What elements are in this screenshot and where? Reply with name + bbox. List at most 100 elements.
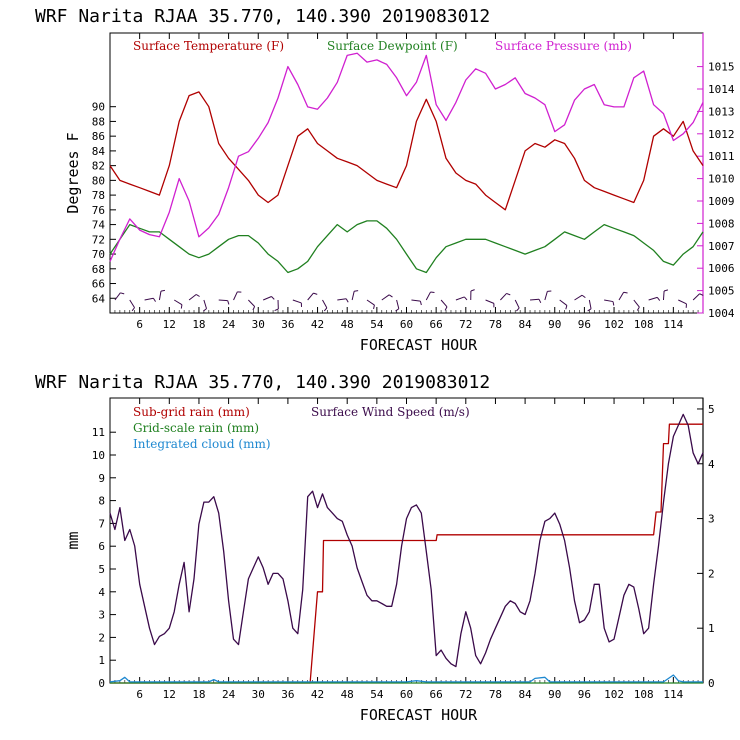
y2-tick-label: 1	[708, 622, 715, 635]
wind-barb-shaft	[351, 291, 355, 301]
wind-barb-shaft	[218, 299, 228, 302]
wind-barb-flag	[388, 294, 393, 298]
wind-barb-shaft	[173, 299, 183, 306]
wind-barb-flag	[313, 292, 318, 295]
wind-barb-flag	[663, 289, 669, 292]
wind-barb-shaft	[158, 291, 162, 301]
x-tick-label: 12	[163, 318, 176, 331]
wind-barb-flag	[444, 306, 448, 311]
y2-tick-label: 5	[708, 403, 715, 416]
y-tick-label: 68	[92, 263, 105, 276]
x-tick-label: 90	[548, 318, 561, 331]
wind-barb-shaft	[188, 294, 197, 301]
wind-barb-flag	[699, 293, 704, 296]
x-tick-label: 108	[634, 318, 654, 331]
wind-barb-shaft	[248, 299, 255, 307]
chart-panel-1: WRF Narita RJAA 35.770, 140.390 20190830…	[35, 6, 735, 354]
wind-barb-flag	[565, 305, 568, 310]
wind-barb-shaft	[648, 296, 658, 301]
x-tick-label: 78	[489, 318, 502, 331]
x-tick-label: 66	[430, 318, 443, 331]
wind-barb-flag	[419, 300, 422, 306]
wind-barb-shaft	[307, 292, 314, 301]
y-tick-label: 9	[98, 472, 105, 485]
y2-tick-label: 1009	[708, 195, 735, 208]
x-tick-label: 42	[311, 688, 324, 701]
y2-tick-label: 1008	[708, 217, 735, 230]
wind-barb-flag	[463, 296, 468, 301]
wind-barb-flag	[203, 308, 207, 312]
y2-tick-label: 3	[708, 513, 715, 526]
series-line-surface-wind-speed-m-s	[109, 413, 704, 668]
wind-barb-shaft	[144, 297, 154, 301]
series-line-surface-dewpoint-f	[109, 220, 704, 274]
wind-barb-shaft	[529, 298, 540, 301]
wind-barb-flag	[636, 306, 640, 311]
chart-panel-2: WRF Narita RJAA 35.770, 140.390 20190830…	[35, 372, 715, 724]
wind-barb-flag	[160, 289, 166, 292]
wind-barb-flag	[354, 290, 359, 292]
y2-tick-label: 4	[708, 458, 715, 471]
wind-barb-shaft	[337, 298, 347, 301]
y-tick-label: 78	[92, 189, 105, 202]
y-tick-label: 64	[92, 292, 106, 305]
x-tick-label: 12	[163, 688, 176, 701]
x-tick-label: 114	[663, 688, 683, 701]
x-tick-label: 66	[430, 688, 443, 701]
y-tick-label: 72	[92, 233, 105, 246]
wind-barb-flag	[180, 304, 183, 309]
wind-barb-flag	[656, 297, 661, 301]
x-tick-label: 42	[311, 318, 324, 331]
wind-barb-flag	[506, 292, 511, 296]
series-line-integrated-cloud-mm	[109, 674, 703, 683]
y2-tick-label: 1010	[708, 173, 735, 186]
wind-barb-flag	[131, 307, 135, 312]
y2-tick-label: 1005	[708, 285, 735, 298]
plot-frame	[109, 32, 704, 314]
wind-barb-flag	[120, 292, 125, 295]
x-tick-label: 36	[281, 688, 294, 701]
series-line-surface-temperature-f	[109, 91, 704, 211]
wind-barb-shaft	[604, 299, 614, 303]
wind-barb-shaft	[262, 296, 272, 301]
chart-title: WRF Narita RJAA 35.770, 140.390 20190830…	[35, 6, 490, 27]
wind-barb-shaft	[233, 291, 238, 301]
x-tick-label: 72	[459, 318, 472, 331]
y-tick-label: 3	[98, 609, 105, 622]
wind-barb-shaft	[203, 299, 208, 309]
wind-barb-shaft	[662, 290, 665, 301]
wind-barb-shaft	[455, 296, 465, 301]
wind-barb-shaft	[633, 299, 640, 308]
y-tick-label: 1	[98, 654, 105, 667]
wind-barb-shaft	[500, 293, 507, 301]
wind-barb-shaft	[588, 299, 592, 309]
wind-barb-flag	[323, 307, 328, 312]
y2-tick-label: 1011	[708, 150, 735, 163]
y-tick-label: 10	[92, 449, 105, 462]
series-line-sub-grid-rain-mm	[110, 423, 703, 684]
wind-barb-flag	[195, 294, 200, 297]
y-axis-title: Degrees F	[64, 132, 82, 213]
wind-barb-shaft	[129, 299, 135, 308]
legend-surface-temperature-f: Surface Temperature (F)	[133, 39, 284, 53]
wind-barb-flag	[153, 298, 156, 302]
wind-barb-flag	[587, 308, 592, 312]
wind-barb-shaft	[114, 292, 121, 301]
chart-title: WRF Narita RJAA 35.770, 140.390 20190830…	[35, 372, 490, 393]
y2-tick-label: 1004	[708, 307, 735, 320]
wind-barb-shaft	[485, 299, 495, 304]
y-tick-label: 0	[98, 677, 105, 690]
series-line-surface-pressure-mb	[109, 52, 704, 262]
y-tick-label: 80	[92, 174, 105, 187]
wind-barb-flag	[538, 298, 542, 304]
wind-barb-flag	[612, 301, 615, 306]
x-tick-label: 54	[370, 318, 384, 331]
y-tick-label: 86	[92, 130, 105, 143]
x-tick-label: 24	[222, 688, 236, 701]
y-tick-label: 66	[92, 278, 105, 291]
x-tick-label: 36	[281, 318, 294, 331]
wind-barb-flag	[274, 308, 279, 312]
wind-barb-shaft	[618, 292, 625, 301]
x-tick-label: 78	[489, 688, 502, 701]
